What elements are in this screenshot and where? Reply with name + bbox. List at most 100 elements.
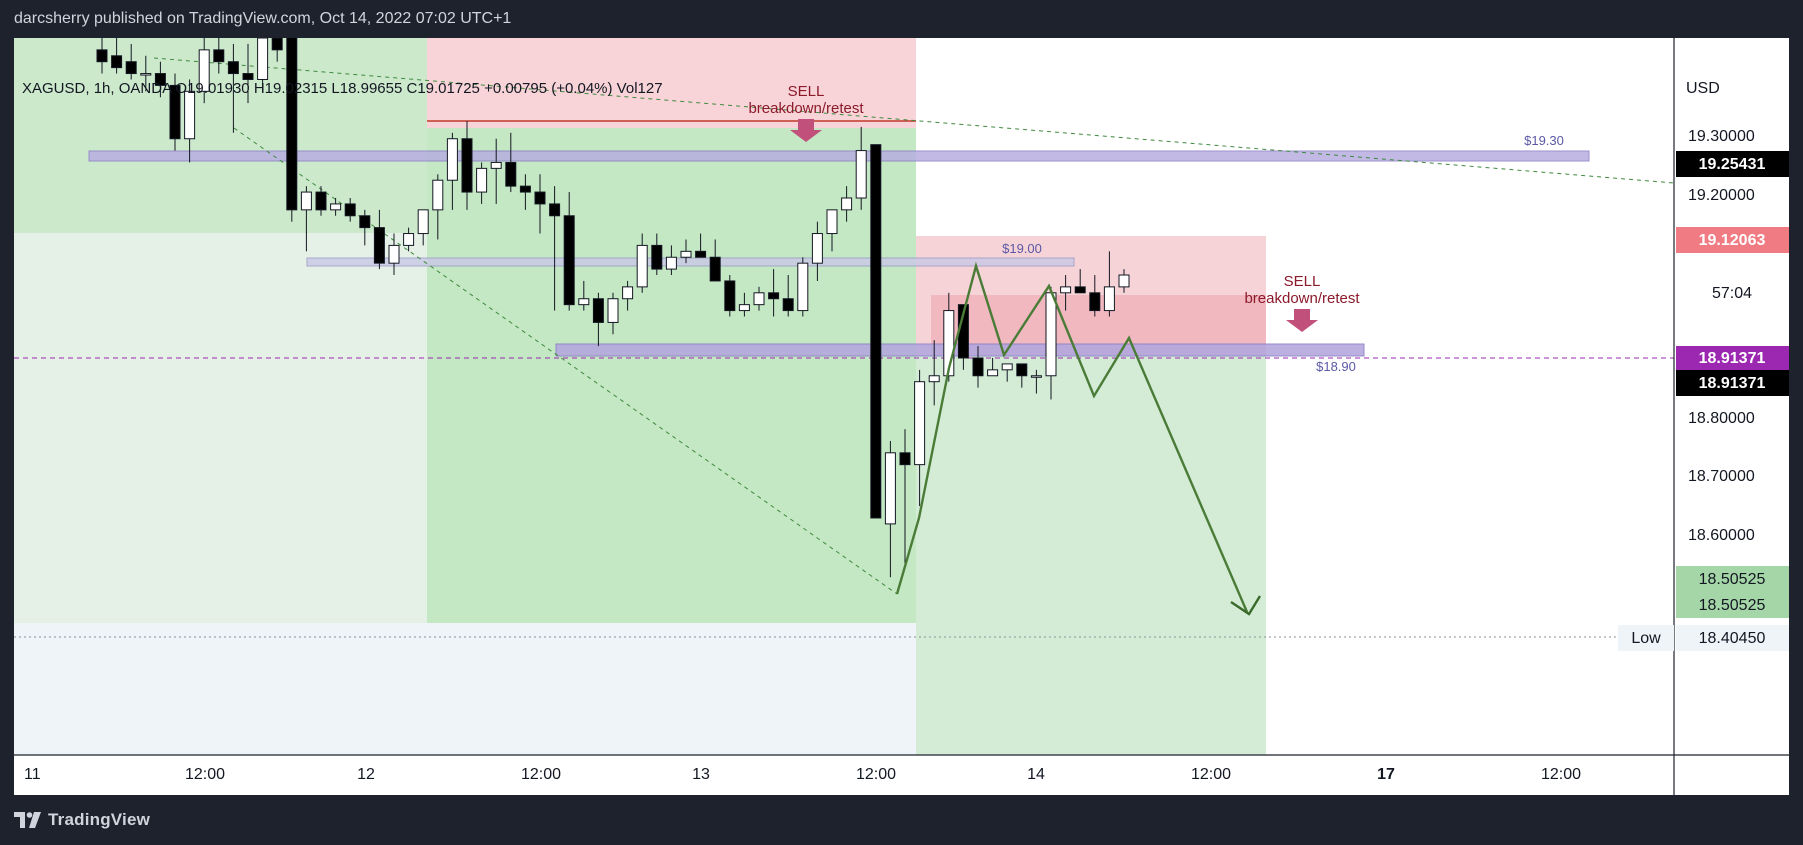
- candle[interactable]: [490, 138, 502, 204]
- candle[interactable]: [607, 292, 619, 335]
- candle[interactable]: [446, 132, 458, 210]
- candle[interactable]: [665, 245, 677, 276]
- candle-body: [826, 209, 838, 235]
- candle[interactable]: [476, 162, 488, 204]
- candle[interactable]: [680, 239, 692, 264]
- sell-annotation-1[interactable]: SELL breakdown/retest: [748, 83, 864, 142]
- candle[interactable]: [870, 144, 882, 519]
- legend-open: O19.01930: [175, 80, 249, 97]
- candle[interactable]: [271, 38, 283, 62]
- trendline-dashed: [153, 57, 1675, 184]
- candle[interactable]: [928, 340, 940, 406]
- candle[interactable]: [125, 43, 137, 80]
- candle-body: [96, 49, 108, 63]
- level-band-19-00[interactable]: [306, 257, 1075, 267]
- candle[interactable]: [461, 120, 473, 210]
- candle[interactable]: [505, 132, 517, 193]
- candle[interactable]: [388, 233, 400, 276]
- candle[interactable]: [96, 38, 108, 74]
- candle[interactable]: [519, 174, 531, 210]
- candle[interactable]: [884, 440, 896, 578]
- candle[interactable]: [797, 257, 809, 317]
- candle[interactable]: [432, 174, 444, 240]
- candle[interactable]: [563, 192, 575, 311]
- published-by-bar: darcsherry published on TradingView.com,…: [0, 0, 1803, 38]
- candle[interactable]: [622, 280, 634, 311]
- candle[interactable]: [286, 38, 298, 222]
- level-band-19-30[interactable]: [88, 150, 1590, 162]
- candle[interactable]: [549, 186, 561, 311]
- time-axis[interactable]: 11 12:00 12 12:00 13 12:00 14 12:00 17 1…: [24, 766, 1581, 783]
- ohlc-legend: XAGUSD, 1h, OANDA O19.01930 H19.02315 L1…: [22, 80, 663, 97]
- candle[interactable]: [403, 227, 415, 252]
- x-tick-12-12h: 12:00: [521, 766, 561, 783]
- sell-annotation-2[interactable]: SELL breakdown/retest: [1244, 273, 1360, 332]
- candle[interactable]: [914, 369, 926, 507]
- candle[interactable]: [826, 209, 838, 252]
- candle[interactable]: [213, 38, 225, 74]
- candle[interactable]: [841, 186, 853, 222]
- candle[interactable]: [811, 221, 823, 281]
- candle[interactable]: [1074, 269, 1086, 294]
- candle[interactable]: [1016, 363, 1028, 388]
- price-badge-current: 19.25431: [1676, 151, 1789, 177]
- candle[interactable]: [987, 357, 999, 377]
- candle[interactable]: [534, 174, 546, 234]
- candle[interactable]: [344, 197, 356, 222]
- candle[interactable]: [315, 186, 327, 216]
- candle[interactable]: [636, 233, 648, 293]
- price-chart[interactable]: $19.30 $19.00 $18.90 SELL breakdown/rete…: [14, 38, 1789, 795]
- candle[interactable]: [695, 233, 707, 258]
- candle[interactable]: [257, 38, 269, 92]
- candle[interactable]: [242, 43, 254, 104]
- candle[interactable]: [154, 61, 166, 98]
- candle[interactable]: [899, 429, 911, 566]
- x-tick-13: 13: [692, 766, 710, 783]
- candle[interactable]: [753, 286, 765, 311]
- candle[interactable]: [184, 79, 196, 163]
- x-tick-12: 12: [357, 766, 375, 783]
- candle[interactable]: [972, 346, 984, 388]
- candle[interactable]: [417, 209, 429, 246]
- candle[interactable]: [359, 209, 371, 246]
- dashed-lines: [14, 57, 1675, 638]
- candle[interactable]: [373, 209, 385, 270]
- tradingview-logo[interactable]: TradingView: [14, 810, 150, 830]
- candles-layer[interactable]: [96, 38, 1130, 578]
- candle-body: [300, 191, 312, 211]
- candle[interactable]: [140, 55, 152, 92]
- chart-frame[interactable]: $19.30 $19.00 $18.90 SELL breakdown/rete…: [14, 38, 1789, 795]
- green-zone-middle: [427, 121, 916, 623]
- x-tick-17-12h: 12:00: [1541, 766, 1581, 783]
- candle-body: [1030, 375, 1042, 378]
- candle[interactable]: [738, 292, 750, 317]
- candle[interactable]: [768, 269, 780, 317]
- candle-body: [140, 73, 152, 76]
- candle[interactable]: [1118, 269, 1130, 293]
- candle[interactable]: [169, 73, 181, 151]
- candle[interactable]: [855, 126, 867, 210]
- candle[interactable]: [300, 186, 312, 252]
- candle-body: [242, 73, 254, 80]
- price-badge-green-2: 18.50525: [1676, 592, 1789, 618]
- candle-body: [651, 244, 663, 270]
- candle[interactable]: [1030, 369, 1042, 394]
- candle[interactable]: [578, 280, 590, 311]
- candle[interactable]: [111, 38, 123, 74]
- svg-text:57:04: 57:04: [1712, 285, 1752, 302]
- candle[interactable]: [1089, 275, 1101, 317]
- svg-text:18.50525: 18.50525: [1699, 571, 1766, 588]
- candle[interactable]: [227, 43, 239, 133]
- candle[interactable]: [1060, 275, 1072, 311]
- candle[interactable]: [1103, 251, 1115, 317]
- candle[interactable]: [330, 197, 342, 216]
- price-axis[interactable]: USD 19.30000 19.20000 18.80000 18.70000 …: [1618, 80, 1789, 651]
- candle[interactable]: [782, 275, 794, 317]
- candle[interactable]: [724, 275, 736, 317]
- candle[interactable]: [709, 239, 721, 282]
- candle[interactable]: [1001, 363, 1013, 382]
- candle[interactable]: [651, 233, 663, 276]
- candle[interactable]: [198, 38, 210, 104]
- candle-body: [549, 203, 561, 217]
- candle[interactable]: [592, 292, 604, 347]
